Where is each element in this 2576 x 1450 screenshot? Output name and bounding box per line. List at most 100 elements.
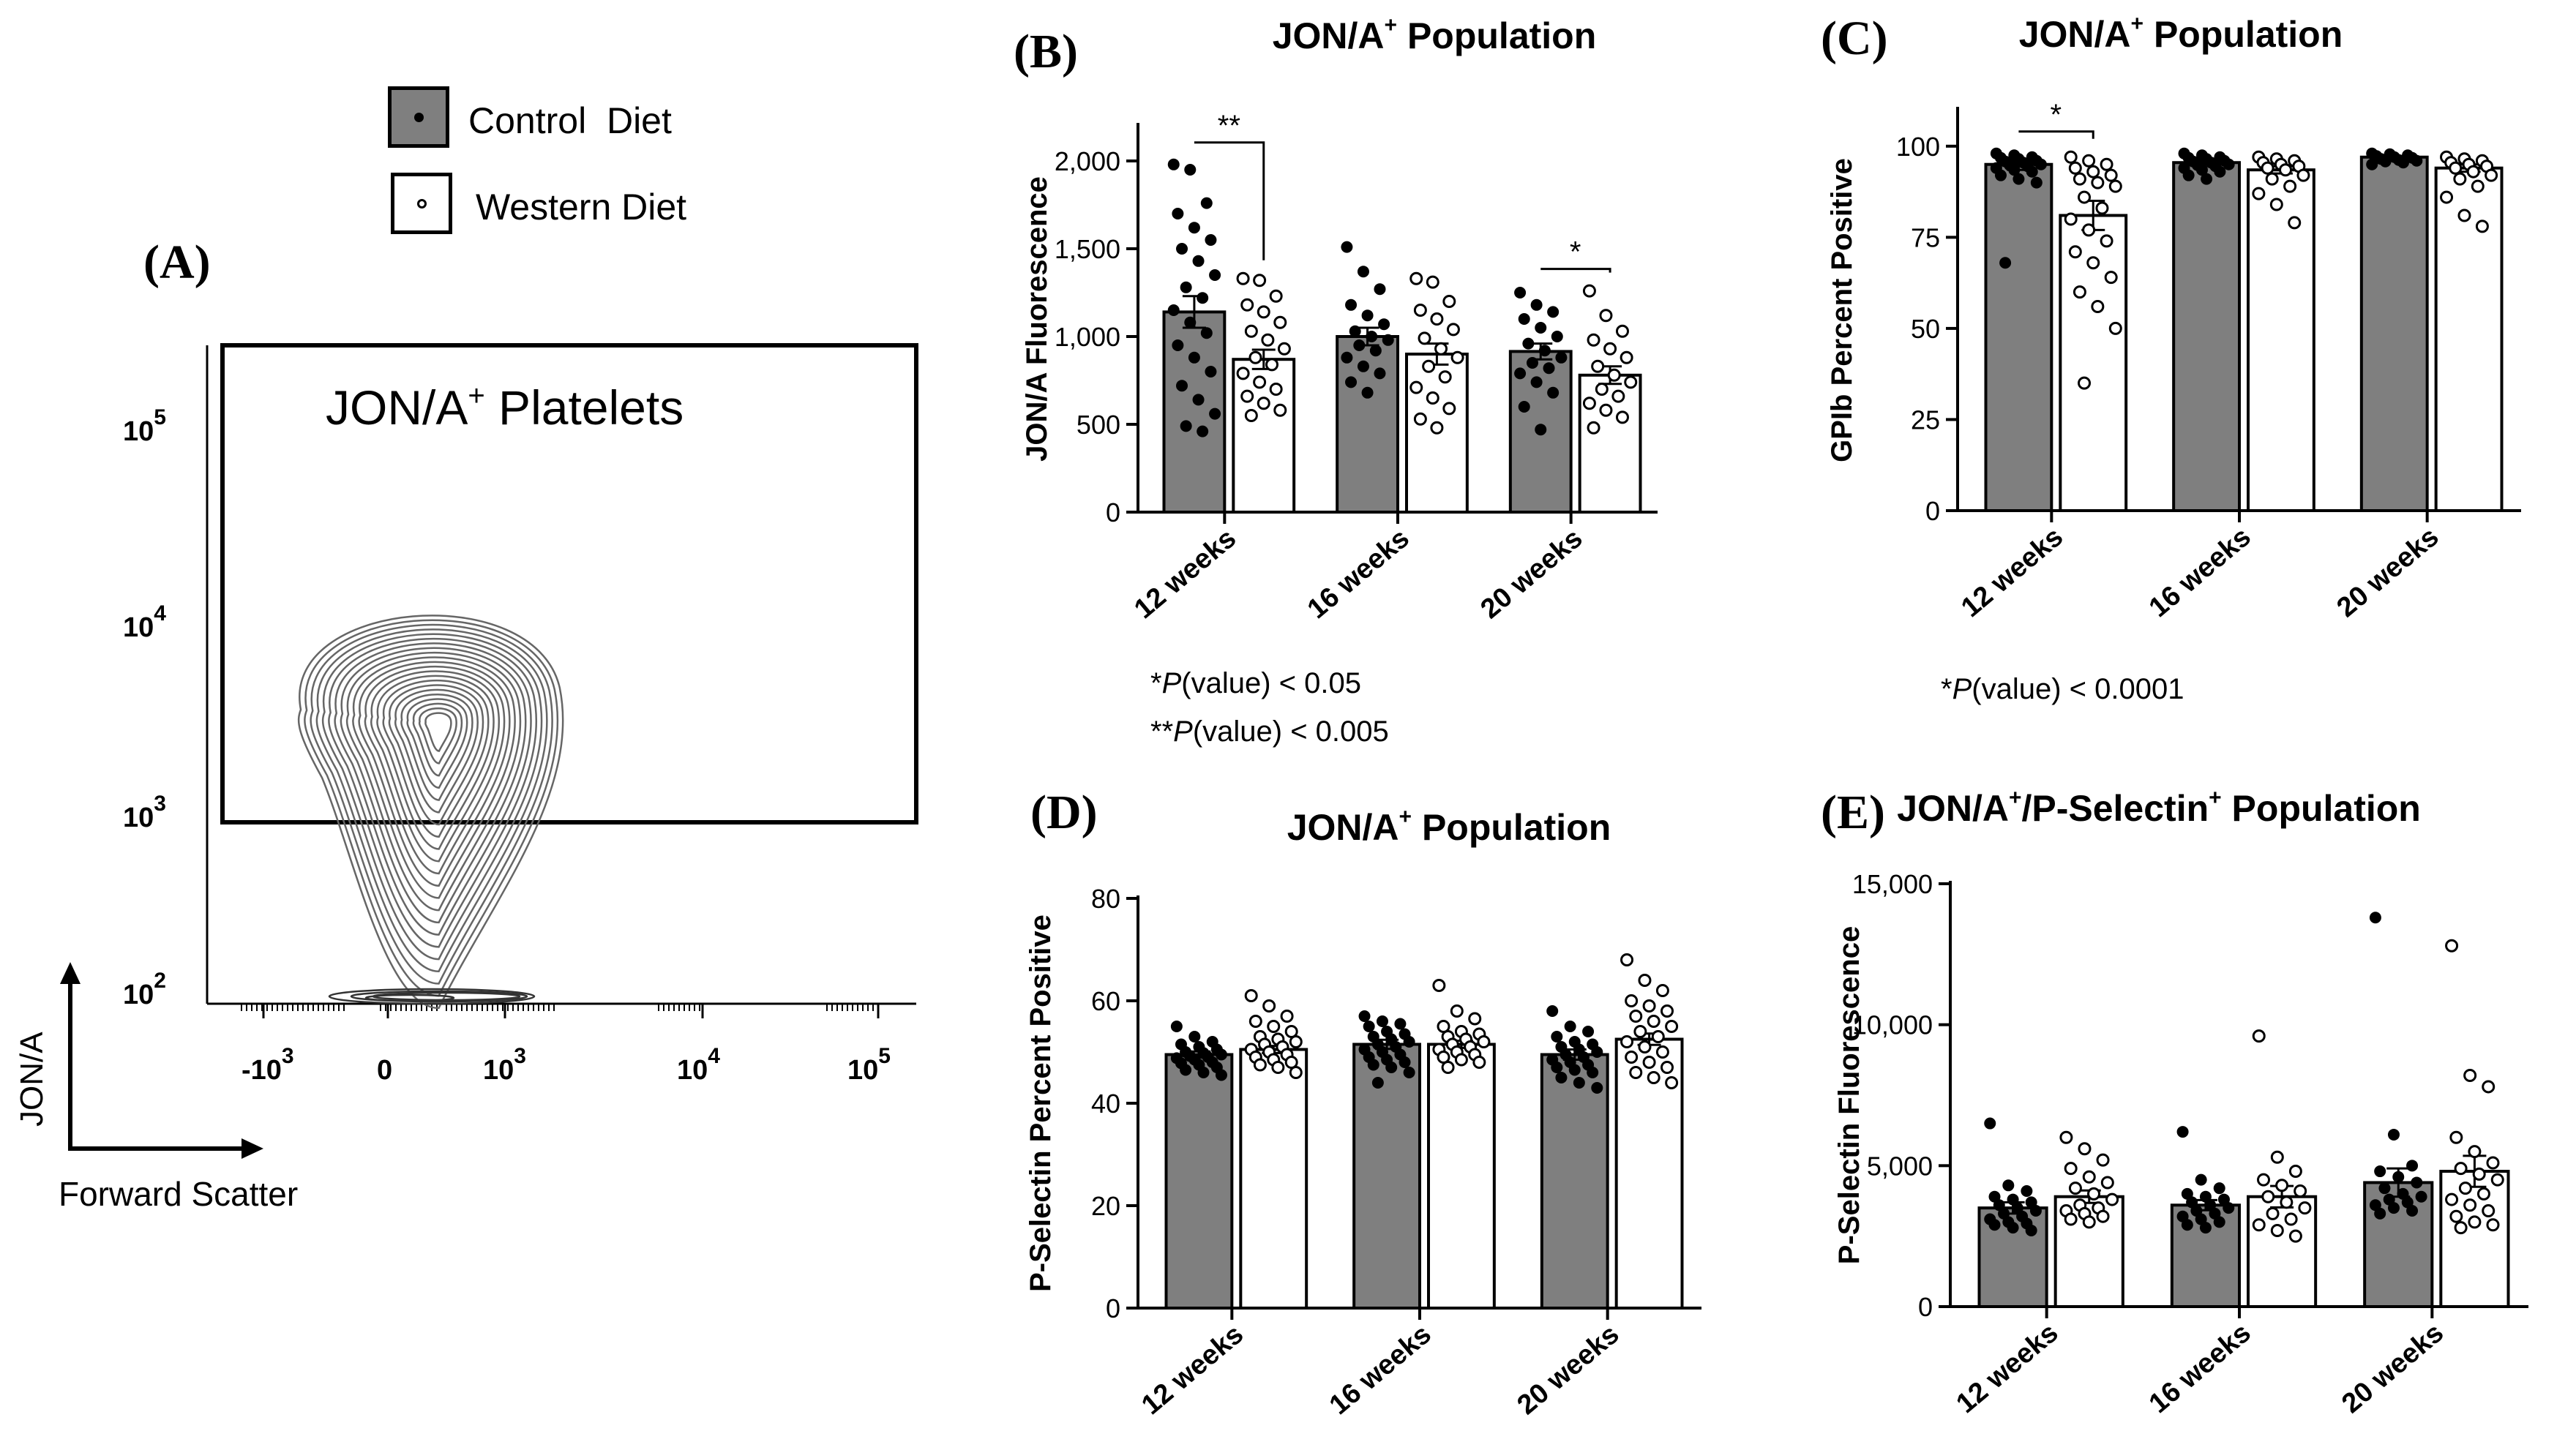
data-point-western	[2275, 1179, 2289, 1192]
data-point-control	[2195, 1173, 2207, 1186]
data-point-western	[1280, 1010, 1294, 1023]
data-point-western	[1625, 1051, 1639, 1064]
data-point-western	[1430, 312, 1444, 326]
data-point-western	[1655, 1045, 1669, 1059]
data-point-western	[1289, 1066, 1303, 1079]
data-point-control	[2411, 154, 2423, 167]
data-point-control	[2387, 1202, 2400, 1214]
data-point-western	[2073, 285, 2086, 299]
data-point-control	[1357, 266, 1369, 278]
data-point-western	[1244, 409, 1258, 422]
y-tick-label: 15,000	[1852, 869, 1933, 899]
data-point-western	[2257, 1173, 2271, 1187]
data-point-western	[2261, 161, 2274, 175]
data-point-western	[2086, 256, 2100, 270]
x-tick-label: 16 weeks	[1324, 1319, 1437, 1421]
data-point-western	[1647, 1071, 1660, 1084]
data-point-western	[2486, 1218, 2500, 1232]
significance-bracket	[1540, 268, 1611, 273]
data-point-control	[1209, 407, 1221, 420]
x-tick-label: 12 weeks	[1955, 522, 2069, 623]
contour-line	[364, 666, 506, 875]
data-point-control	[2406, 1160, 2419, 1172]
bar-western	[1578, 373, 1642, 514]
y-tick-label: 75	[1911, 222, 1940, 252]
data-point-western	[2454, 1162, 2468, 1176]
filled-dot-icon	[414, 113, 424, 122]
data-point-control	[1357, 360, 1369, 372]
data-point-control	[2213, 1182, 2225, 1195]
x-tick-label: 20 weeks	[2332, 522, 2445, 623]
data-point-western	[1257, 305, 1270, 319]
bar-western	[2247, 1195, 2318, 1308]
data-point-control	[1538, 345, 1551, 357]
data-point-western	[2440, 190, 2454, 204]
data-point-control	[2411, 1176, 2423, 1189]
y-tick-label: 25	[1911, 405, 1940, 435]
data-point-western	[2100, 1176, 2114, 1190]
contour-line	[418, 707, 457, 765]
data-point-western	[1438, 370, 1452, 384]
data-point-western	[1591, 359, 1605, 373]
bar-western	[2247, 168, 2315, 512]
data-point-western	[2082, 1215, 2096, 1229]
data-point-control	[1518, 401, 1530, 413]
data-point-control	[2378, 1182, 2391, 1195]
data-point-western	[2472, 1167, 2486, 1181]
x-tick-neg1e3: -103	[242, 1044, 294, 1086]
gate-box	[220, 343, 918, 824]
data-point-western	[1426, 391, 1439, 405]
x-tick-label: 16 weeks	[2143, 1318, 2257, 1419]
y-tick-label: 1,000	[1055, 322, 1120, 352]
x-tick-label: 12 weeks	[1136, 1319, 1249, 1421]
panel-letter-b: (B)	[1014, 25, 1078, 78]
data-point-western	[1625, 994, 1639, 1007]
data-point-western	[1244, 989, 1258, 1002]
contour-lines	[297, 615, 564, 1010]
data-point-control	[1349, 325, 1361, 337]
data-point-control	[1371, 1077, 1384, 1089]
bar-control	[1984, 162, 2053, 513]
data-point-western	[2485, 168, 2498, 182]
legend-swatch-western	[391, 173, 452, 234]
data-point-western	[1629, 1010, 1643, 1023]
data-point-control	[1591, 1082, 1603, 1094]
data-point-western	[1450, 350, 1464, 364]
data-point-western	[2490, 1173, 2504, 1187]
data-point-control	[1200, 327, 1213, 339]
data-point-control	[1382, 334, 1394, 346]
data-point-western	[2091, 300, 2105, 314]
data-point-western	[1582, 397, 1596, 410]
data-point-western	[2068, 245, 2082, 259]
contour-line	[315, 628, 548, 973]
data-point-control	[1176, 380, 1188, 392]
panel-letter-c: (C)	[1821, 12, 1888, 65]
data-point-western	[1611, 389, 1625, 403]
y-axis-label: JON/A	[14, 1032, 50, 1127]
data-point-control	[2397, 157, 2409, 169]
data-point-control	[1555, 351, 1568, 364]
y-tick-label: 80	[1091, 884, 1120, 914]
data-point-western	[1633, 1025, 1647, 1038]
data-point-control	[1403, 1036, 1415, 1048]
data-point-control	[2008, 164, 2021, 176]
bar-western	[2439, 1170, 2510, 1308]
data-point-western	[2100, 157, 2113, 171]
data-point-control	[1345, 376, 1358, 388]
bar-western	[2434, 166, 2504, 513]
data-point-control	[1341, 241, 1353, 253]
data-point-control	[1184, 316, 1197, 328]
data-point-western	[1642, 1056, 1656, 1069]
data-point-western	[2468, 1145, 2482, 1159]
data-point-control	[1399, 1056, 1411, 1068]
data-point-western	[1236, 271, 1250, 285]
data-point-western	[1271, 1061, 1285, 1074]
bar-western	[1427, 1043, 1496, 1310]
data-point-western	[1472, 1056, 1486, 1069]
data-point-control	[1543, 362, 1555, 375]
x-tick-label: 20 weeks	[1475, 523, 1589, 625]
data-point-western	[1450, 1004, 1464, 1018]
data-point-control	[2213, 1216, 2225, 1228]
data-point-western	[1603, 342, 1617, 356]
data-point-control	[1197, 1067, 1210, 1078]
